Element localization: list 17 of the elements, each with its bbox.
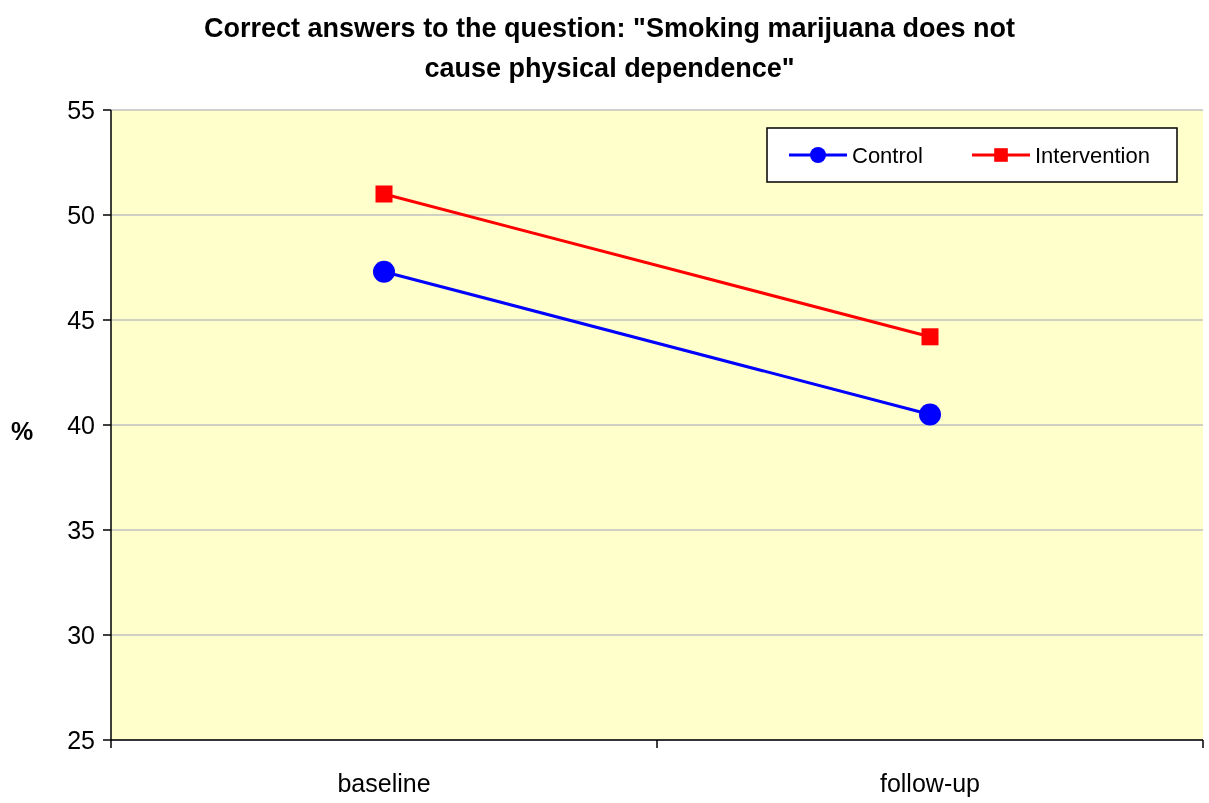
- chart-title: Correct answers to the question: "Smoking marijuana does not cause physical dependence": [204, 13, 1015, 83]
- y-tick-label: 30: [67, 620, 95, 649]
- point: [373, 260, 395, 283]
- y-tick-label: 50: [67, 200, 95, 229]
- legend-label: Intervention: [1035, 142, 1150, 168]
- legend-label: Control: [852, 142, 923, 168]
- x-tick-label: baseline: [337, 769, 431, 797]
- point: [375, 185, 393, 203]
- y-axis-title: %: [10, 417, 34, 445]
- y-tick-label: 45: [67, 305, 95, 334]
- y-tick-label: 25: [67, 725, 95, 754]
- point: [919, 403, 941, 426]
- y-tick-label: 35: [67, 515, 95, 544]
- point: [921, 328, 939, 346]
- y-tick-label: 40: [67, 410, 95, 439]
- y-tick-label: 55: [67, 95, 95, 124]
- x-tick-label: follow-up: [879, 769, 981, 797]
